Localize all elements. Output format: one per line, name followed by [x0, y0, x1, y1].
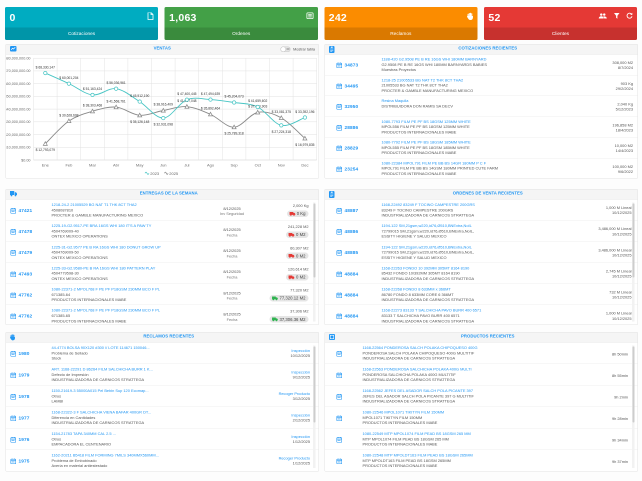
svg-text:$ 25,789,318: $ 25,789,318: [224, 132, 243, 136]
svg-text:$20,000,000.00: $20,000,000.00: [6, 133, 31, 137]
svg-text:$ 38,303,468: $ 38,303,468: [83, 104, 102, 108]
svg-text:$70,000,000.00: $70,000,000.00: [6, 69, 31, 73]
svg-text:$ 38,916,409: $ 38,916,409: [154, 103, 173, 107]
svg-text:$ 47,400,445: $ 47,400,445: [177, 92, 196, 96]
svg-text:$ 45,204,073: $ 45,204,073: [224, 95, 243, 99]
svg-text:Ene: Ene: [42, 162, 50, 167]
svg-text:Abr: Abr: [113, 162, 120, 167]
svg-text:Dec: Dec: [301, 162, 308, 167]
svg-text:$ 35,892,464: $ 35,892,464: [201, 107, 220, 111]
svg-text:$ 45,912,190: $ 45,912,190: [130, 94, 149, 98]
svg-text:Sep: Sep: [231, 162, 239, 167]
svg-text:$ 27,224,318: $ 27,224,318: [272, 130, 291, 134]
svg-text:$10,000,000.00: $10,000,000.00: [6, 146, 31, 150]
svg-text:$60,000,000.00: $60,000,000.00: [6, 82, 31, 86]
svg-text:$ 41,568,761: $ 41,568,761: [106, 99, 125, 103]
svg-text:$ 56,036,961: $ 56,036,961: [106, 81, 125, 85]
svg-text:Jul: Jul: [184, 162, 189, 167]
svg-text:Feb: Feb: [65, 162, 73, 167]
svg-text:$ 12,793,079: $ 12,793,079: [36, 148, 55, 152]
svg-text:$ 33,392,196: $ 33,392,196: [295, 110, 314, 114]
svg-text:Oct: Oct: [255, 162, 262, 167]
svg-text:$30,000,000.00: $30,000,000.00: [6, 120, 31, 124]
svg-text:$ 16,979,835: $ 16,979,835: [295, 143, 314, 147]
svg-text:Jun: Jun: [160, 162, 166, 167]
svg-text:2023: 2023: [150, 171, 160, 176]
svg-text:$0.00: $0.00: [21, 158, 30, 162]
svg-text:$ 32,931,098: $ 32,931,098: [154, 123, 173, 127]
svg-text:$ 41,659,602: $ 41,659,602: [248, 99, 267, 103]
svg-text:Mar: Mar: [89, 162, 97, 167]
svg-text:$ 51,163,424: $ 51,163,424: [83, 87, 102, 91]
svg-text:$50,000,000.00: $50,000,000.00: [6, 95, 31, 99]
svg-text:$ 30,628,608: $ 30,628,608: [59, 113, 78, 117]
svg-text:$ 60,001,204: $ 60,001,204: [59, 76, 78, 80]
svg-text:$ 33,081,375: $ 33,081,375: [272, 110, 291, 114]
svg-text:$ 68,330,147: $ 68,330,147: [36, 65, 55, 69]
svg-text:$80,000,000.00: $80,000,000.00: [6, 57, 31, 61]
svg-text:May: May: [136, 162, 144, 167]
svg-text:Nov: Nov: [278, 162, 285, 167]
svg-text:2025: 2025: [169, 171, 179, 176]
svg-text:$ 47,494,639: $ 47,494,639: [201, 92, 220, 96]
svg-text:$ 35,126,148: $ 35,126,148: [130, 120, 149, 124]
svg-text:Ago: Ago: [207, 162, 215, 167]
svg-text:$40,000,000.00: $40,000,000.00: [6, 107, 31, 111]
